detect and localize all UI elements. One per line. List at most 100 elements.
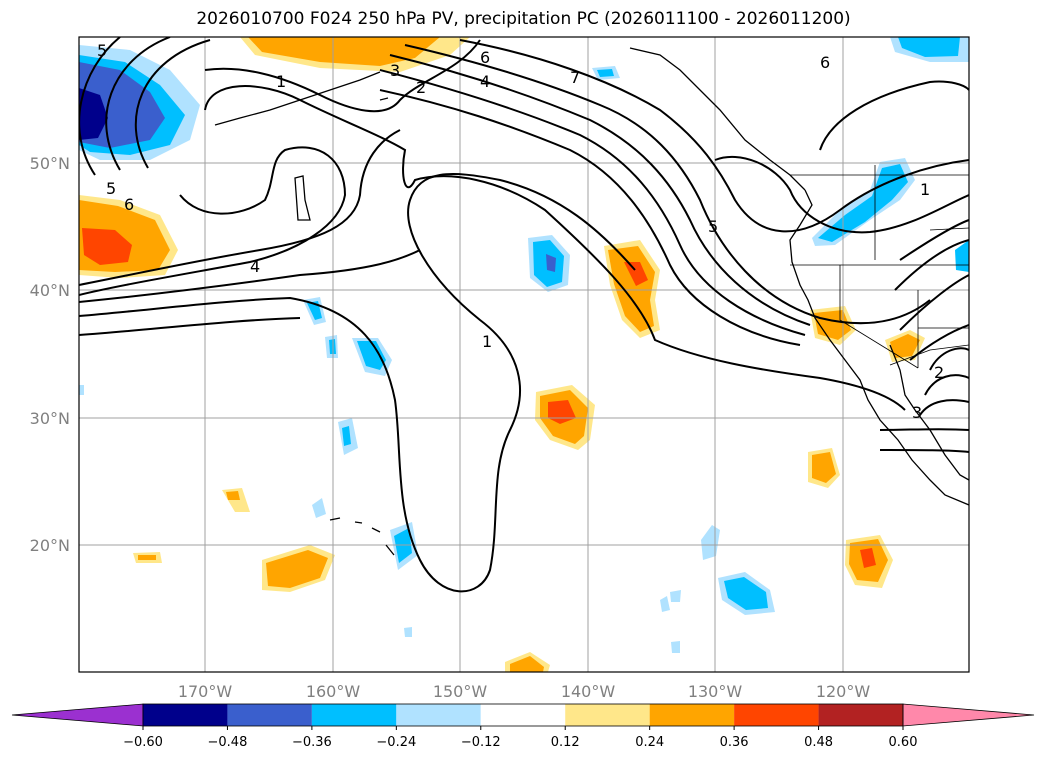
precip-shading [79, 37, 969, 672]
negative-anomaly-area [898, 37, 960, 57]
lon-label-170w: 170°W [178, 682, 233, 701]
hawaii-islands [329, 517, 395, 556]
lon-label-140w: 140°W [561, 682, 616, 701]
colorbar-segment [734, 704, 819, 726]
contour-line [894, 219, 969, 361]
contour-label: 6 [480, 48, 490, 67]
lon-label-130w: 130°W [688, 682, 743, 701]
negative-anomaly-area [955, 240, 969, 272]
contour-label: 1 [482, 332, 492, 351]
colorbar-tick-label: −0.60 [123, 735, 163, 750]
positive-anomaly-area [226, 491, 240, 500]
contour-line [919, 347, 969, 416]
contour-label: 7 [570, 68, 580, 87]
positive-anomaly-area [608, 246, 655, 332]
colorbar-tick-label: −0.24 [376, 735, 416, 750]
lon-label-120w: 120°W [816, 682, 871, 701]
lat-label-20n: 20°N [30, 536, 70, 555]
north-america-coast [789, 189, 969, 506]
colorbar-segment [565, 704, 650, 726]
colorbar-extend-high [902, 703, 1035, 727]
lat-label-50n: 50°N [30, 154, 70, 173]
colorbar-segment [143, 704, 228, 726]
map-title: 2026010700 F024 250 hPa PV, precipitatio… [196, 9, 851, 29]
lat-label-30n: 30°N [30, 409, 70, 428]
baja-coast [889, 344, 969, 481]
graticule [79, 37, 969, 672]
contour-line [79, 37, 121, 176]
contour-label: 2 [934, 363, 944, 382]
lat-label-40n: 40°N [30, 281, 70, 300]
negative-anomaly-area [357, 341, 386, 370]
contour-line [79, 317, 301, 336]
contour-line [379, 89, 801, 346]
colorbar-tick-label: −0.12 [461, 735, 501, 750]
longitude-labels: 170°W 160°W 150°W 140°W 130°W 120°W [178, 682, 871, 701]
colorbar-segment [480, 704, 566, 726]
lon-label-160w: 160°W [306, 682, 361, 701]
negative-anomaly-area [404, 627, 412, 637]
contour-label: 6 [820, 53, 830, 72]
contour-line [714, 155, 969, 234]
colorbar-tick-label: 0.36 [720, 735, 749, 750]
alaska-coast [629, 47, 806, 191]
state-borders [790, 165, 969, 369]
pv-contours [79, 37, 969, 593]
contour-line [79, 129, 401, 286]
positive-anomaly-area [510, 656, 544, 672]
map-area: 5 1 3 2 6 4 7 6 5 6 4 1 5 1 2 3 [79, 37, 969, 672]
lon-label-150w: 150°W [433, 682, 488, 701]
contour-label: 4 [480, 72, 490, 91]
colorbar-tick-label: 0.12 [551, 735, 580, 750]
negative-anomaly-area [597, 69, 614, 77]
colorbar-extend-low [11, 703, 144, 727]
positive-anomaly-area [890, 334, 920, 358]
positive-anomaly-area [812, 452, 836, 483]
contour-line [79, 146, 347, 296]
coastlines [214, 47, 969, 556]
positive-anomaly-area [624, 262, 648, 286]
positive-anomaly-area [138, 555, 156, 560]
island [294, 175, 311, 221]
contour-line [105, 37, 171, 171]
contour-labels: 5 1 3 2 6 4 7 6 5 6 4 1 5 1 2 3 [97, 41, 944, 422]
colorbar-tick-label: 0.60 [889, 735, 918, 750]
negative-anomaly-area [79, 88, 108, 140]
colorbar-frame [142, 703, 904, 727]
negative-anomaly-area [724, 577, 768, 610]
positive-anomaly-area [860, 548, 876, 568]
negative-anomaly-area [660, 596, 670, 612]
negative-anomaly-area [546, 254, 556, 272]
contour-line [79, 173, 636, 593]
contour-line [134, 39, 211, 169]
contour-label: 5 [106, 179, 116, 198]
contour-line [459, 39, 969, 233]
negative-anomaly-area [342, 426, 351, 446]
negative-anomaly-area [671, 641, 680, 653]
colorbar-segment [311, 704, 397, 726]
contour-label: 5 [708, 217, 718, 236]
positive-anomaly-area [814, 310, 851, 340]
latitude-labels: 50°N 40°N 30°N 20°N [30, 154, 70, 555]
positive-anomaly-area [266, 550, 328, 588]
colorbar-tick-label: 0.24 [635, 735, 664, 750]
contour-line [879, 428, 969, 453]
colorbar-segment [396, 704, 481, 726]
colorbar-tick-label: −0.48 [208, 735, 248, 750]
colorbar-segment [649, 704, 735, 726]
negative-anomaly-area [312, 498, 326, 518]
contour-label: 4 [250, 257, 260, 276]
positive-anomaly-area [82, 228, 132, 265]
colorbar-tick-label: 0.48 [804, 735, 833, 750]
contour-label: 3 [912, 403, 922, 422]
contour-line [204, 39, 481, 113]
contour-label: 6 [124, 195, 134, 214]
contour-line [404, 44, 931, 325]
colorbar-segment [227, 704, 312, 726]
negative-anomaly-area [79, 385, 84, 395]
contour-line [79, 249, 421, 303]
contour-line [379, 69, 806, 336]
colorbar-segment [818, 704, 903, 726]
contour-label: 3 [390, 61, 400, 80]
